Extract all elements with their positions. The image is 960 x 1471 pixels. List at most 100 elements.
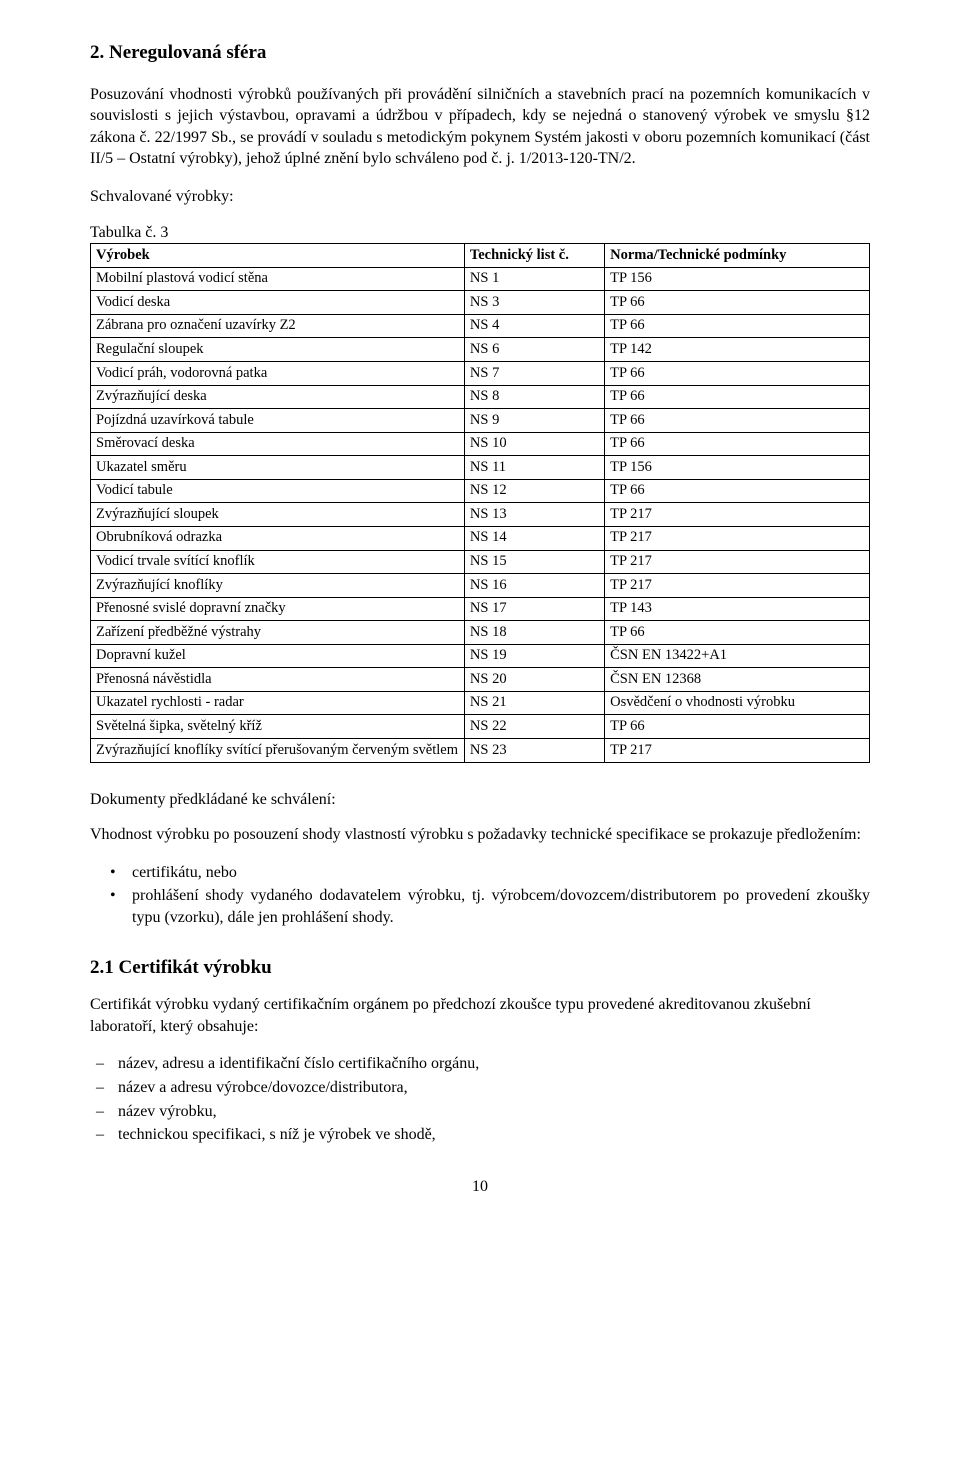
table-cell: NS 4: [464, 314, 604, 338]
table-cell: TP 217: [605, 550, 870, 574]
table-cell: Přenosná návěstidla: [91, 668, 465, 692]
table-row: Zvýrazňující sloupekNS 13TP 217: [91, 503, 870, 527]
table-cell: Zvýrazňující knoflíky svítící přerušovan…: [91, 739, 465, 763]
th-techlist: Technický list č.: [464, 244, 604, 268]
table-cell: TP 66: [605, 621, 870, 645]
table-cell: NS 21: [464, 691, 604, 715]
table-cell: NS 6: [464, 338, 604, 362]
table-row: Ukazatel směruNS 11TP 156: [91, 456, 870, 480]
cert-dash-list: název, adresu a identifikační číslo cert…: [96, 1053, 870, 1145]
table-cell: NS 22: [464, 715, 604, 739]
table-cell: NS 20: [464, 668, 604, 692]
table-3-caption: Tabulka č. 3: [90, 222, 870, 244]
docs-bullet-list: certifikátu, neboprohlášení shody vydané…: [110, 862, 870, 929]
table-cell: TP 217: [605, 739, 870, 763]
table-row: Ukazatel rychlosti - radarNS 21Osvědčení…: [91, 691, 870, 715]
table-cell: TP 66: [605, 409, 870, 433]
table-cell: Vodicí deska: [91, 291, 465, 315]
table-cell: TP 66: [605, 432, 870, 456]
list-item: certifikátu, nebo: [110, 862, 870, 884]
section-2-heading: 2. Neregulovaná sféra: [90, 40, 870, 66]
table-cell: Zvýrazňující knoflíky: [91, 574, 465, 598]
table-cell: Ukazatel směru: [91, 456, 465, 480]
list-item: technickou specifikaci, s níž je výrobek…: [96, 1124, 870, 1146]
table-cell: NS 17: [464, 597, 604, 621]
table-cell: NS 14: [464, 526, 604, 550]
table-cell: NS 9: [464, 409, 604, 433]
table-cell: Regulační sloupek: [91, 338, 465, 362]
list-item: název, adresu a identifikační číslo cert…: [96, 1053, 870, 1075]
table-cell: Pojízdná uzavírková tabule: [91, 409, 465, 433]
table-cell: Směrovací deska: [91, 432, 465, 456]
table-cell: Přenosné svislé dopravní značky: [91, 597, 465, 621]
section-2-1-para: Certifikát výrobku vydaný certifikačním …: [90, 994, 870, 1037]
table-cell: NS 18: [464, 621, 604, 645]
table-cell: Zvýrazňující deska: [91, 385, 465, 409]
table-cell: Vodicí práh, vodorovná patka: [91, 362, 465, 386]
table-cell: Dopravní kužel: [91, 644, 465, 668]
page-number: 10: [90, 1176, 870, 1198]
table-cell: Vodicí tabule: [91, 479, 465, 503]
table-cell: TP 217: [605, 574, 870, 598]
table-cell: Zařízení předběžné výstrahy: [91, 621, 465, 645]
table-row: Vodicí tabuleNS 12TP 66: [91, 479, 870, 503]
table-cell: NS 8: [464, 385, 604, 409]
table-cell: TP 66: [605, 291, 870, 315]
section-2-1-heading: 2.1 Certifikát výrobku: [90, 955, 870, 981]
table-3: Výrobek Technický list č. Norma/Technick…: [90, 243, 870, 762]
table-cell: TP 66: [605, 385, 870, 409]
table-cell: NS 15: [464, 550, 604, 574]
table-cell: Obrubníková odrazka: [91, 526, 465, 550]
table-cell: Mobilní plastová vodicí stěna: [91, 267, 465, 291]
th-norm: Norma/Technické podmínky: [605, 244, 870, 268]
table-cell: Světelná šipka, světelný kříž: [91, 715, 465, 739]
table-cell: NS 23: [464, 739, 604, 763]
table-cell: NS 12: [464, 479, 604, 503]
table-cell: TP 143: [605, 597, 870, 621]
table-cell: ČSN EN 12368: [605, 668, 870, 692]
table-row: Vodicí trvale svítící knoflíkNS 15TP 217: [91, 550, 870, 574]
table-cell: Zábrana pro označení uzavírky Z2: [91, 314, 465, 338]
section-2-para1: Posuzování vhodnosti výrobků používaných…: [90, 84, 870, 170]
list-item: název a adresu výrobce/dovozce/distribut…: [96, 1077, 870, 1099]
table-row: Vodicí deskaNS 3TP 66: [91, 291, 870, 315]
table-cell: TP 156: [605, 456, 870, 480]
table-cell: TP 217: [605, 503, 870, 527]
table-row: Zvýrazňující knoflíky svítící přerušovan…: [91, 739, 870, 763]
table-cell: NS 11: [464, 456, 604, 480]
table-row: Zábrana pro označení uzavírky Z2NS 4TP 6…: [91, 314, 870, 338]
table-cell: Osvědčení o vhodnosti výrobku: [605, 691, 870, 715]
table-cell: Vodicí trvale svítící knoflík: [91, 550, 465, 574]
table-row: Pojízdná uzavírková tabuleNS 9TP 66: [91, 409, 870, 433]
table-cell: TP 66: [605, 479, 870, 503]
table-cell: TP 66: [605, 362, 870, 386]
table-cell: NS 10: [464, 432, 604, 456]
table-cell: NS 3: [464, 291, 604, 315]
table-row: Přenosná návěstidlaNS 20ČSN EN 12368: [91, 668, 870, 692]
schvalovane-label: Schvalované výrobky:: [90, 186, 870, 208]
table-row: Mobilní plastová vodicí stěnaNS 1TP 156: [91, 267, 870, 291]
table-header-row: Výrobek Technický list č. Norma/Technick…: [91, 244, 870, 268]
table-row: Směrovací deskaNS 10TP 66: [91, 432, 870, 456]
table-cell: Ukazatel rychlosti - radar: [91, 691, 465, 715]
table-cell: Zvýrazňující sloupek: [91, 503, 465, 527]
docs-para: Vhodnost výrobku po posouzení shody vlas…: [90, 824, 870, 846]
table-cell: NS 1: [464, 267, 604, 291]
table-row: Vodicí práh, vodorovná patkaNS 7TP 66: [91, 362, 870, 386]
table-cell: TP 156: [605, 267, 870, 291]
table-row: Dopravní kuželNS 19ČSN EN 13422+A1: [91, 644, 870, 668]
list-item: prohlášení shody vydaného dodavatelem vý…: [110, 885, 870, 928]
table-cell: NS 16: [464, 574, 604, 598]
table-row: Obrubníková odrazkaNS 14TP 217: [91, 526, 870, 550]
table-cell: ČSN EN 13422+A1: [605, 644, 870, 668]
table-cell: TP 66: [605, 314, 870, 338]
table-row: Zařízení předběžné výstrahyNS 18TP 66: [91, 621, 870, 645]
docs-heading: Dokumenty předkládané ke schválení:: [90, 789, 870, 811]
table-cell: NS 19: [464, 644, 604, 668]
table-row: Přenosné svislé dopravní značkyNS 17TP 1…: [91, 597, 870, 621]
table-row: Regulační sloupekNS 6TP 142: [91, 338, 870, 362]
table-cell: TP 142: [605, 338, 870, 362]
table-cell: NS 7: [464, 362, 604, 386]
table-row: Zvýrazňující knoflíkyNS 16TP 217: [91, 574, 870, 598]
table-cell: TP 66: [605, 715, 870, 739]
